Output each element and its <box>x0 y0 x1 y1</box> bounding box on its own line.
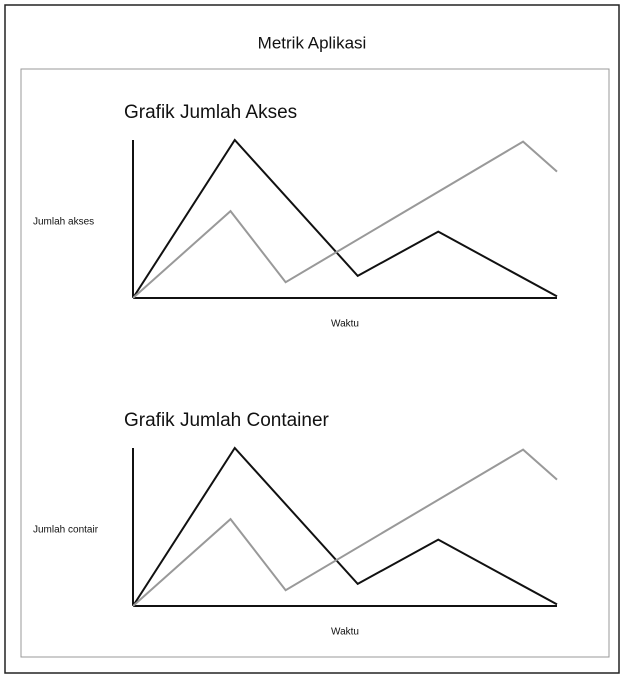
y-axis-label: Jumlah contair <box>33 525 99 536</box>
frame <box>4 4 620 674</box>
data-line <box>132 138 558 299</box>
page-title: Metrik Aplikasi <box>258 33 367 52</box>
data-line <box>132 448 558 607</box>
chart-title: Grafik Jumlah Akses <box>124 102 297 123</box>
data-line <box>132 446 558 607</box>
data-line <box>132 140 558 299</box>
chart-title: Grafik Jumlah Container <box>124 410 330 431</box>
panel <box>20 68 610 658</box>
x-axis-label: Waktu <box>331 319 359 330</box>
x-axis-label: Waktu <box>331 627 359 638</box>
y-axis-label: Jumlah akses <box>33 217 94 228</box>
